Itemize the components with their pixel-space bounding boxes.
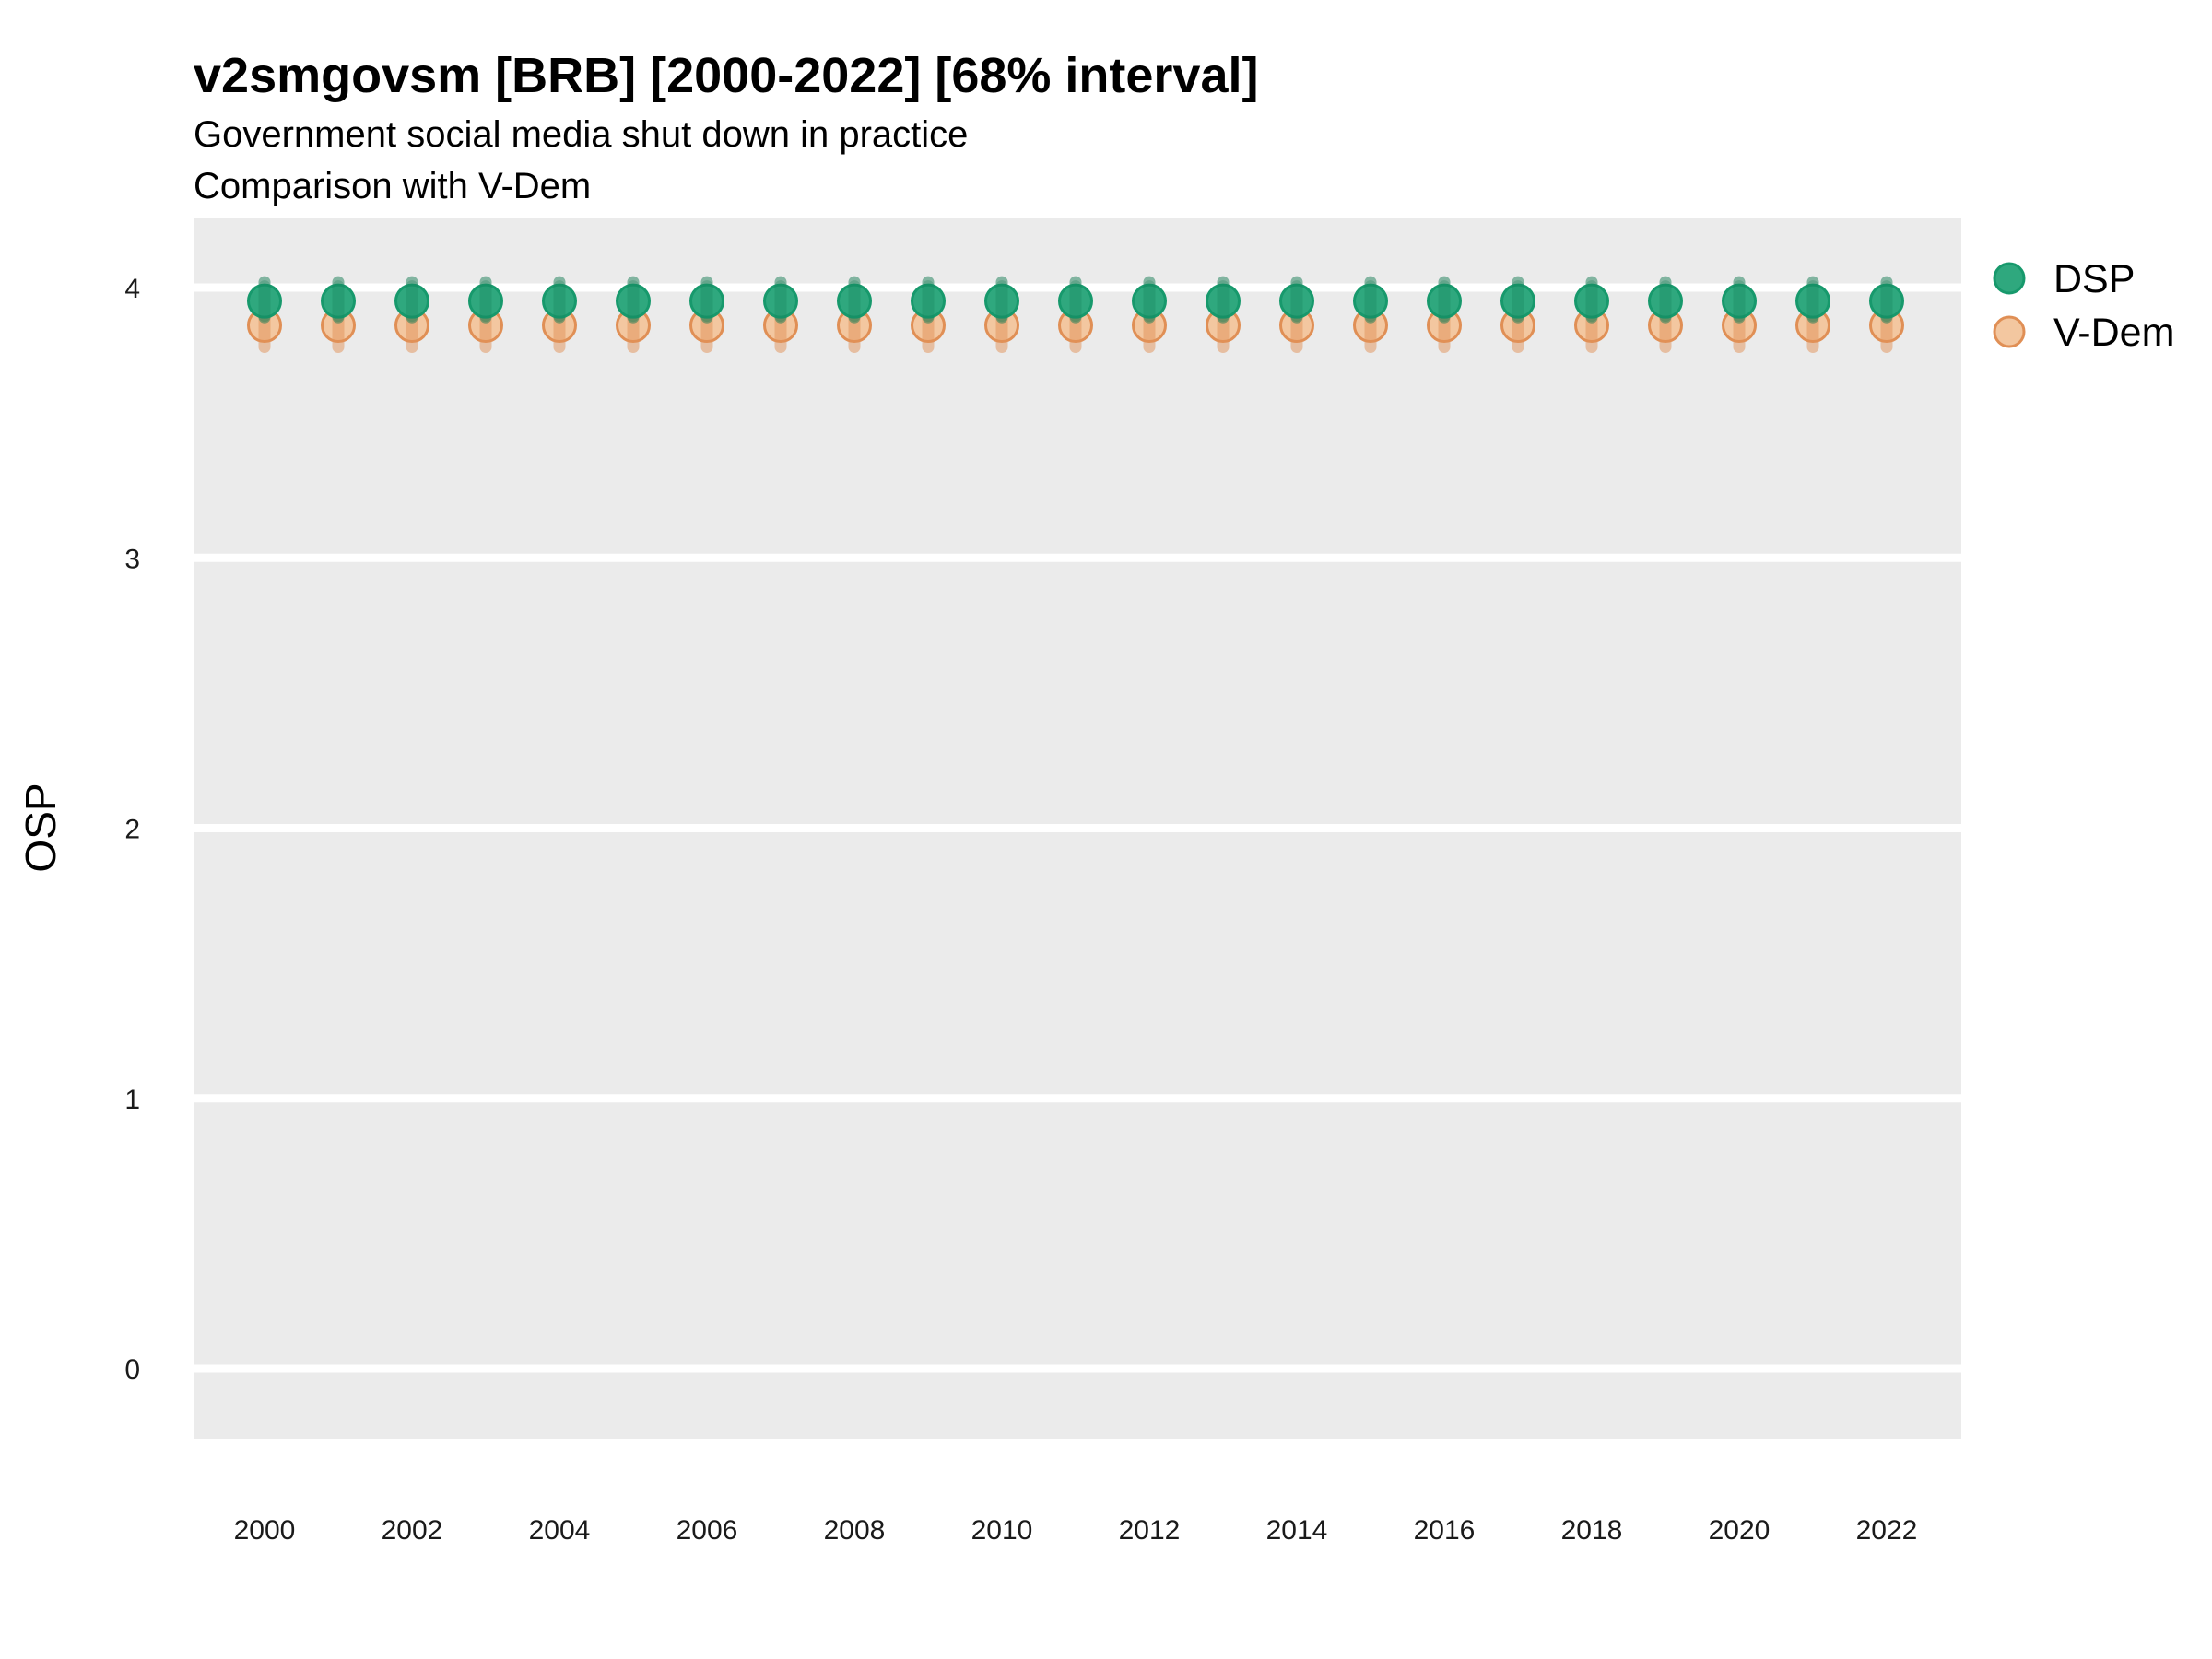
pointrange-year-2000 — [247, 276, 282, 354]
pointrange-year-2006 — [689, 276, 724, 354]
legend-label-dsp: DSP — [2053, 257, 2135, 301]
pointrange-year-2011 — [1058, 276, 1093, 354]
dsp-point — [1279, 283, 1314, 319]
x-tick-label-2002: 2002 — [382, 1515, 443, 1546]
x-tick-label-2008: 2008 — [824, 1515, 886, 1546]
pointrange-year-2004 — [542, 276, 577, 354]
dsp-point — [1500, 283, 1535, 319]
dsp-point — [1132, 283, 1167, 319]
pointrange-year-2021 — [1795, 276, 1830, 354]
pointrange-year-2001 — [321, 276, 356, 354]
pointrange-year-2003 — [468, 276, 503, 354]
dsp-point — [1869, 283, 1904, 319]
pointrange-year-2022 — [1869, 276, 1904, 354]
pointrange-year-2019 — [1648, 276, 1683, 354]
x-tick-label-2010: 2010 — [971, 1515, 1033, 1546]
pointrange-year-2013 — [1206, 276, 1241, 354]
dsp-point — [689, 283, 724, 319]
pointrange-year-2008 — [837, 276, 872, 354]
legend-label-vdem: V-Dem — [2053, 311, 2174, 355]
dsp-point — [1648, 283, 1683, 319]
dsp-point — [468, 283, 503, 319]
pointrange-year-2018 — [1574, 276, 1609, 354]
pointrange-year-2014 — [1279, 276, 1314, 354]
y-tick-label-0: 0 — [124, 1355, 140, 1385]
y-tick-label-3: 3 — [124, 544, 140, 574]
x-tick-label-2014: 2014 — [1266, 1515, 1328, 1546]
dsp-point — [394, 283, 429, 319]
x-tick-label-2004: 2004 — [529, 1515, 591, 1546]
pointrange-year-2010 — [984, 276, 1019, 354]
y-tick-label-1: 1 — [124, 1085, 140, 1115]
dsp-point — [1795, 283, 1830, 319]
dsp-point — [542, 283, 577, 319]
dsp-point — [321, 283, 356, 319]
dsp-point — [837, 283, 872, 319]
chart-title: v2smgovsm [BRB] [2000-2022] [68% interva… — [194, 48, 1258, 103]
pointrange-year-2016 — [1427, 276, 1462, 354]
dsp-point — [1574, 283, 1609, 319]
x-axis-tick-labels: 2000 2002 2004 2006 2008 2010 2012 2014 2016 2018… — [234, 1515, 1918, 1546]
dsp-point — [984, 283, 1019, 319]
pointrange-year-2020 — [1722, 276, 1757, 354]
dsp-point — [616, 283, 651, 319]
data-points — [247, 276, 1904, 354]
x-tick-label-2018: 2018 — [1561, 1515, 1623, 1546]
x-tick-label-2022: 2022 — [1856, 1515, 1918, 1546]
pointrange-year-2012 — [1132, 276, 1167, 354]
chart-subtitle-comparison: Comparison with V-Dem — [194, 166, 591, 206]
pointrange-year-2015 — [1353, 276, 1388, 354]
gridlines — [194, 283, 1961, 1373]
x-tick-label-2000: 2000 — [234, 1515, 296, 1546]
pointrange-year-2009 — [911, 276, 946, 354]
pointrange-year-2007 — [763, 276, 798, 354]
dsp-point — [1206, 283, 1241, 319]
dsp-point — [1427, 283, 1462, 319]
x-tick-label-2006: 2006 — [677, 1515, 738, 1546]
dsp-point — [911, 283, 946, 319]
x-tick-label-2016: 2016 — [1414, 1515, 1476, 1546]
y-axis-title: OSP — [17, 782, 65, 872]
dsp-point — [763, 283, 798, 319]
dsp-point — [1722, 283, 1757, 319]
x-tick-label-2012: 2012 — [1119, 1515, 1181, 1546]
legend: DSP V-Dem — [1993, 257, 2174, 355]
y-tick-label-4: 4 — [124, 274, 140, 304]
dsp-point — [1353, 283, 1388, 319]
y-axis-tick-labels: 0 1 2 3 4 — [124, 274, 140, 1385]
legend-swatch-vdem-icon — [1993, 315, 2026, 348]
legend-swatch-dsp-icon — [1993, 262, 2026, 295]
dsp-point — [1058, 283, 1093, 319]
pointrange-year-2017 — [1500, 276, 1535, 354]
x-tick-label-2020: 2020 — [1709, 1515, 1771, 1546]
y-tick-label-2: 2 — [124, 815, 140, 845]
dsp-point — [247, 283, 282, 319]
chart-subtitle: Government social media shut down in pra… — [194, 114, 968, 155]
pointrange-year-2002 — [394, 276, 429, 354]
pointrange-year-2005 — [616, 276, 651, 354]
